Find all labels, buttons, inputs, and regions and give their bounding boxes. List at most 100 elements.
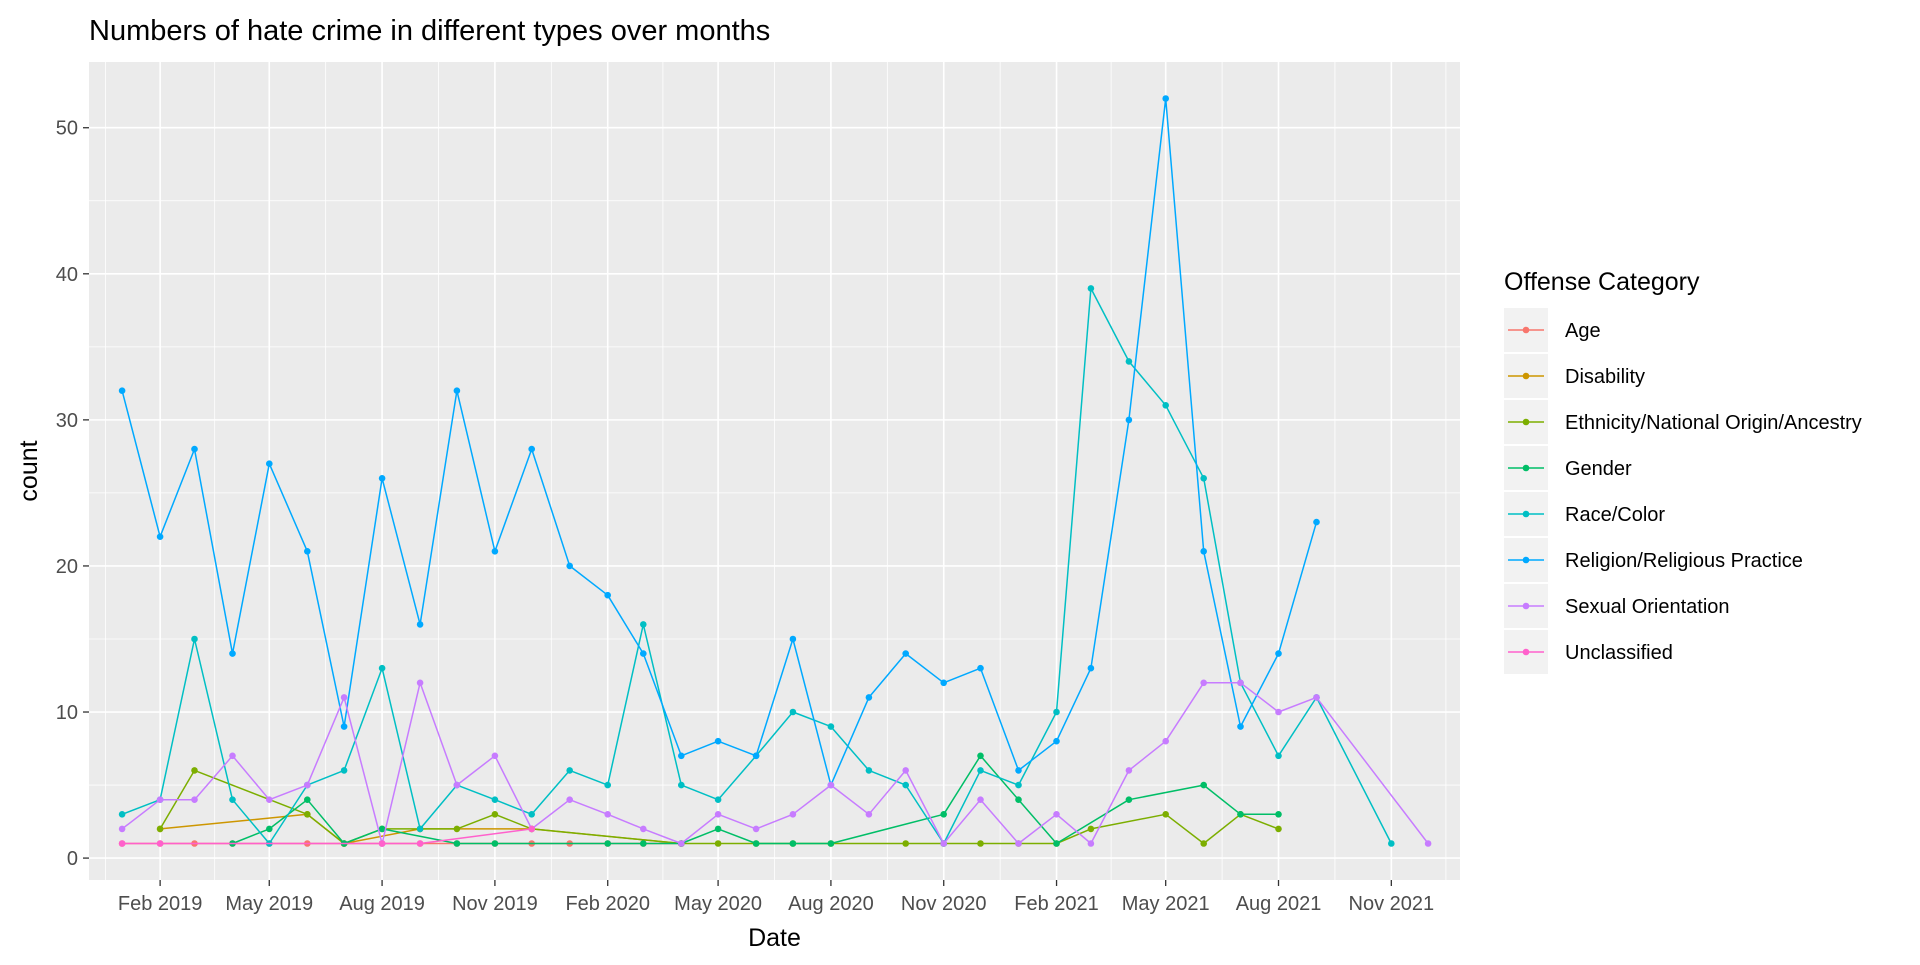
x-tick-label: Nov 2020 [901,893,987,915]
data-point [566,562,573,570]
data-point [827,723,835,730]
data-point [1200,679,1207,687]
x-tick-label: Feb 2020 [565,893,650,915]
data-point [340,767,348,774]
data-point [378,475,386,482]
legend-label: Age [1565,320,1601,342]
data-point [940,840,947,847]
series-layer [118,95,1432,847]
data-point [977,664,984,672]
legend-item-ethnicity-national-origin-ancestry: Ethnicity/National Origin/Ancestry [1504,400,1862,444]
data-point [229,752,236,760]
data-point [340,694,348,701]
data-point [902,650,909,657]
y-tick-label: 0 [67,848,78,870]
data-point [827,840,835,847]
data-point [1313,518,1320,526]
data-point [714,811,722,818]
data-point [789,635,797,643]
x-tick-label: Aug 2019 [339,893,425,915]
y-axis-title: count [15,440,43,501]
legend-label: Unclassified [1565,642,1673,664]
legend-item-sexual-orientation: Sexual Orientation [1504,584,1730,628]
data-point [416,825,424,833]
data-point [678,781,685,789]
data-point [1015,796,1022,803]
x-tick-label: Aug 2020 [788,893,874,915]
data-point [977,752,984,760]
data-point [453,387,461,395]
y-tick-label: 30 [56,410,78,432]
data-point [528,811,535,818]
data-point [1162,811,1169,818]
data-point [640,825,647,833]
data-point [453,840,461,847]
data-point [827,781,835,789]
data-point [1237,679,1244,687]
legend-key-point [1522,372,1530,380]
legend-title: Offense Category [1504,268,1700,296]
data-point [1275,825,1282,833]
x-tick-label: Feb 2019 [118,893,203,915]
legend-label: Sexual Orientation [1565,596,1730,618]
data-point [604,781,611,789]
data-point [1053,737,1060,745]
data-point [640,840,647,847]
legend-item-religion-religious-practice: Religion/Religious Practice [1504,538,1803,582]
data-point [604,591,611,599]
x-tick-label: May 2021 [1122,893,1210,915]
data-point [1087,825,1095,833]
data-point [1313,694,1320,701]
data-point [1053,811,1060,818]
data-point [1125,767,1133,774]
data-point [566,796,573,803]
data-point [865,767,873,774]
data-point [1087,285,1095,292]
data-point [1237,723,1244,730]
data-point [191,796,198,803]
data-point [340,723,348,730]
legend-label: Ethnicity/National Origin/Ancestry [1565,412,1862,434]
data-point [1200,840,1207,847]
data-point [902,767,909,774]
data-point [304,796,311,803]
data-point [118,387,126,395]
data-point [678,752,685,760]
chart-title: Numbers of hate crime in different types… [89,15,770,47]
data-point [416,679,424,687]
data-point [491,811,499,818]
legend-label: Religion/Religious Practice [1565,550,1803,572]
data-point [940,811,947,818]
data-point [229,796,236,803]
legend: Offense Category Age Disability Ethnicity/… [1504,268,1862,674]
data-point [1053,708,1060,716]
series-line-race-color [121,287,1392,845]
data-point [1275,650,1282,657]
data-point [453,781,461,789]
data-point [865,694,873,701]
data-point [491,548,499,555]
data-point [416,621,424,628]
data-point [156,825,164,833]
data-point [1200,781,1207,789]
legend-label: Race/Color [1565,504,1665,526]
data-point [714,737,722,745]
data-point [453,825,461,833]
series-line-sexual-orientation [121,682,1429,845]
series-line-gender [232,755,1279,845]
legend-label: Gender [1565,458,1632,480]
data-point [902,781,909,789]
data-point [491,796,499,803]
data-point [528,825,535,833]
data-point [1162,737,1169,745]
data-point [940,679,947,687]
data-point [1237,811,1244,818]
x-axis-title: Date [748,924,801,952]
data-point [678,840,685,847]
data-point [604,811,611,818]
legend-key-point [1522,464,1530,472]
data-point [977,767,984,774]
data-point [640,650,647,657]
data-point [1200,548,1207,555]
data-point [304,781,311,789]
